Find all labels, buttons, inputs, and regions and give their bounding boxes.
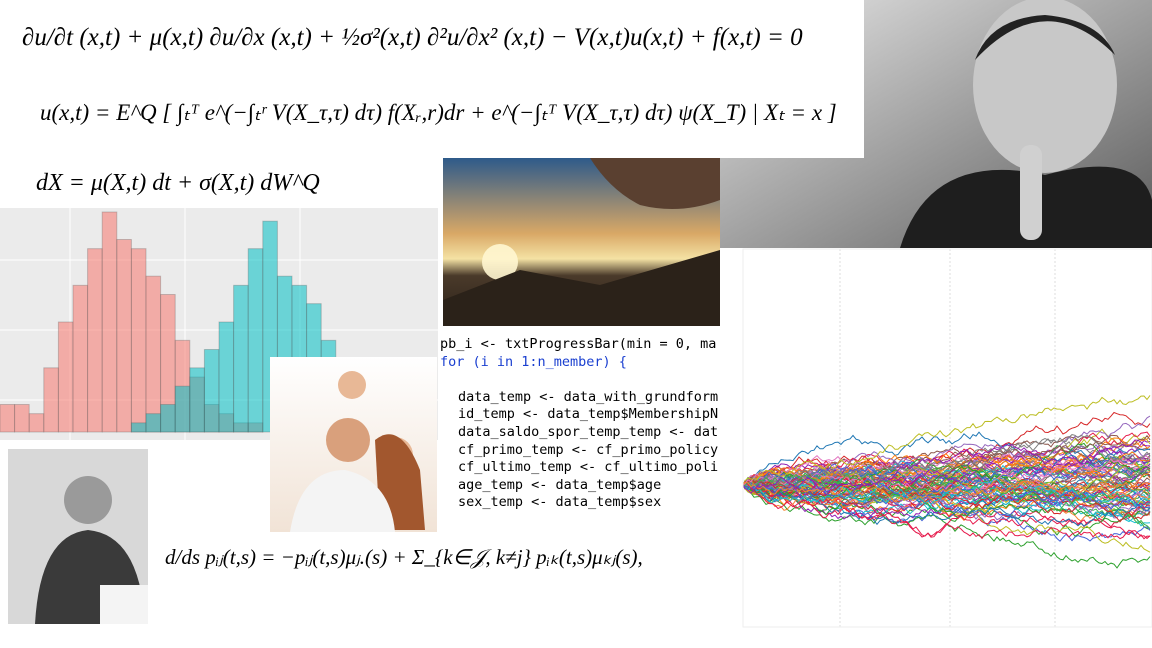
random-walk bbox=[742, 484, 1151, 527]
code-line: id_temp <- data_temp$MembershipN bbox=[458, 406, 719, 423]
histogram-bar bbox=[87, 248, 103, 433]
code-line: age_temp <- data_temp$age bbox=[458, 476, 662, 493]
histogram-bar bbox=[116, 239, 132, 433]
random-walk bbox=[742, 478, 1151, 507]
histogram-bar bbox=[72, 284, 89, 433]
histogram-bar bbox=[189, 367, 205, 433]
equation: ∂u/∂t (x,t) + μ(x,t) ∂u/∂x (x,t) + ½σ²(x… bbox=[22, 24, 803, 51]
plot-frame bbox=[742, 248, 1152, 628]
code-line: cf_primo_temp <- cf_primo_policy bbox=[458, 441, 719, 458]
random-walk-plot bbox=[742, 248, 1152, 628]
histogram-bar bbox=[130, 248, 147, 433]
random-walk bbox=[742, 439, 1151, 495]
random-walk bbox=[742, 434, 1151, 489]
random-walk bbox=[742, 478, 1151, 511]
random-walk bbox=[742, 484, 1151, 537]
equation: dX = μ(X,t) dt + σ(X,t) dW^Q bbox=[36, 170, 320, 196]
code-block: pb_i <- txtProgressBar(min = 0, ma for (i… bbox=[440, 336, 745, 512]
histogram-bar bbox=[203, 349, 220, 433]
random-walk bbox=[742, 442, 1151, 500]
equation: u(x,t) = E^Q [ ∫ₜᵀ e^(−∫ₜʳ V(X_τ,τ) dτ) … bbox=[40, 100, 837, 125]
histogram-bar bbox=[43, 367, 59, 433]
random-walk bbox=[742, 431, 1151, 486]
random-walk bbox=[742, 459, 1151, 486]
histogram-bar bbox=[218, 321, 235, 433]
histogram-bar bbox=[160, 404, 176, 433]
histogram-bar bbox=[145, 275, 162, 433]
code-line: data_temp <- data_with_grundform bbox=[458, 388, 719, 405]
histogram-bar bbox=[247, 248, 264, 433]
family-photo bbox=[270, 357, 437, 532]
histogram-bar bbox=[174, 385, 191, 433]
histogram-bar bbox=[28, 413, 45, 433]
histogram-bar bbox=[145, 413, 162, 433]
equation-panel bbox=[0, 0, 864, 158]
histogram-bar bbox=[57, 321, 74, 433]
code-line: pb_i <- txtProgressBar(min = 0, ma bbox=[440, 336, 717, 352]
histogram-bar bbox=[101, 211, 118, 433]
random-walk bbox=[742, 453, 1151, 486]
code-line: data_saldo_spor_temp_temp <- dat bbox=[458, 423, 719, 440]
histogram-bar bbox=[0, 404, 16, 433]
code-line: sex_temp <- data_temp$sex bbox=[458, 494, 662, 511]
histogram bbox=[0, 208, 438, 440]
equation: d/ds pᵢⱼ(t,s) = −pᵢⱼ(t,s)μⱼ.(s) + Σ_{k∈𝒥… bbox=[165, 545, 643, 569]
random-walk bbox=[742, 478, 1151, 523]
histogram-bar bbox=[130, 422, 147, 433]
code-line: cf_ultimo_temp <- cf_ultimo_poli bbox=[458, 459, 719, 476]
random-walk bbox=[742, 434, 1151, 490]
histogram-bar bbox=[233, 284, 249, 433]
portrait-photo bbox=[8, 449, 148, 624]
random-walk bbox=[742, 395, 1151, 486]
histogram-bar bbox=[14, 404, 30, 433]
random-walk bbox=[742, 479, 1151, 503]
landscape-photo bbox=[443, 158, 720, 326]
random-walk bbox=[742, 481, 1151, 540]
code-line: for (i in 1:n_member) { bbox=[440, 353, 627, 370]
